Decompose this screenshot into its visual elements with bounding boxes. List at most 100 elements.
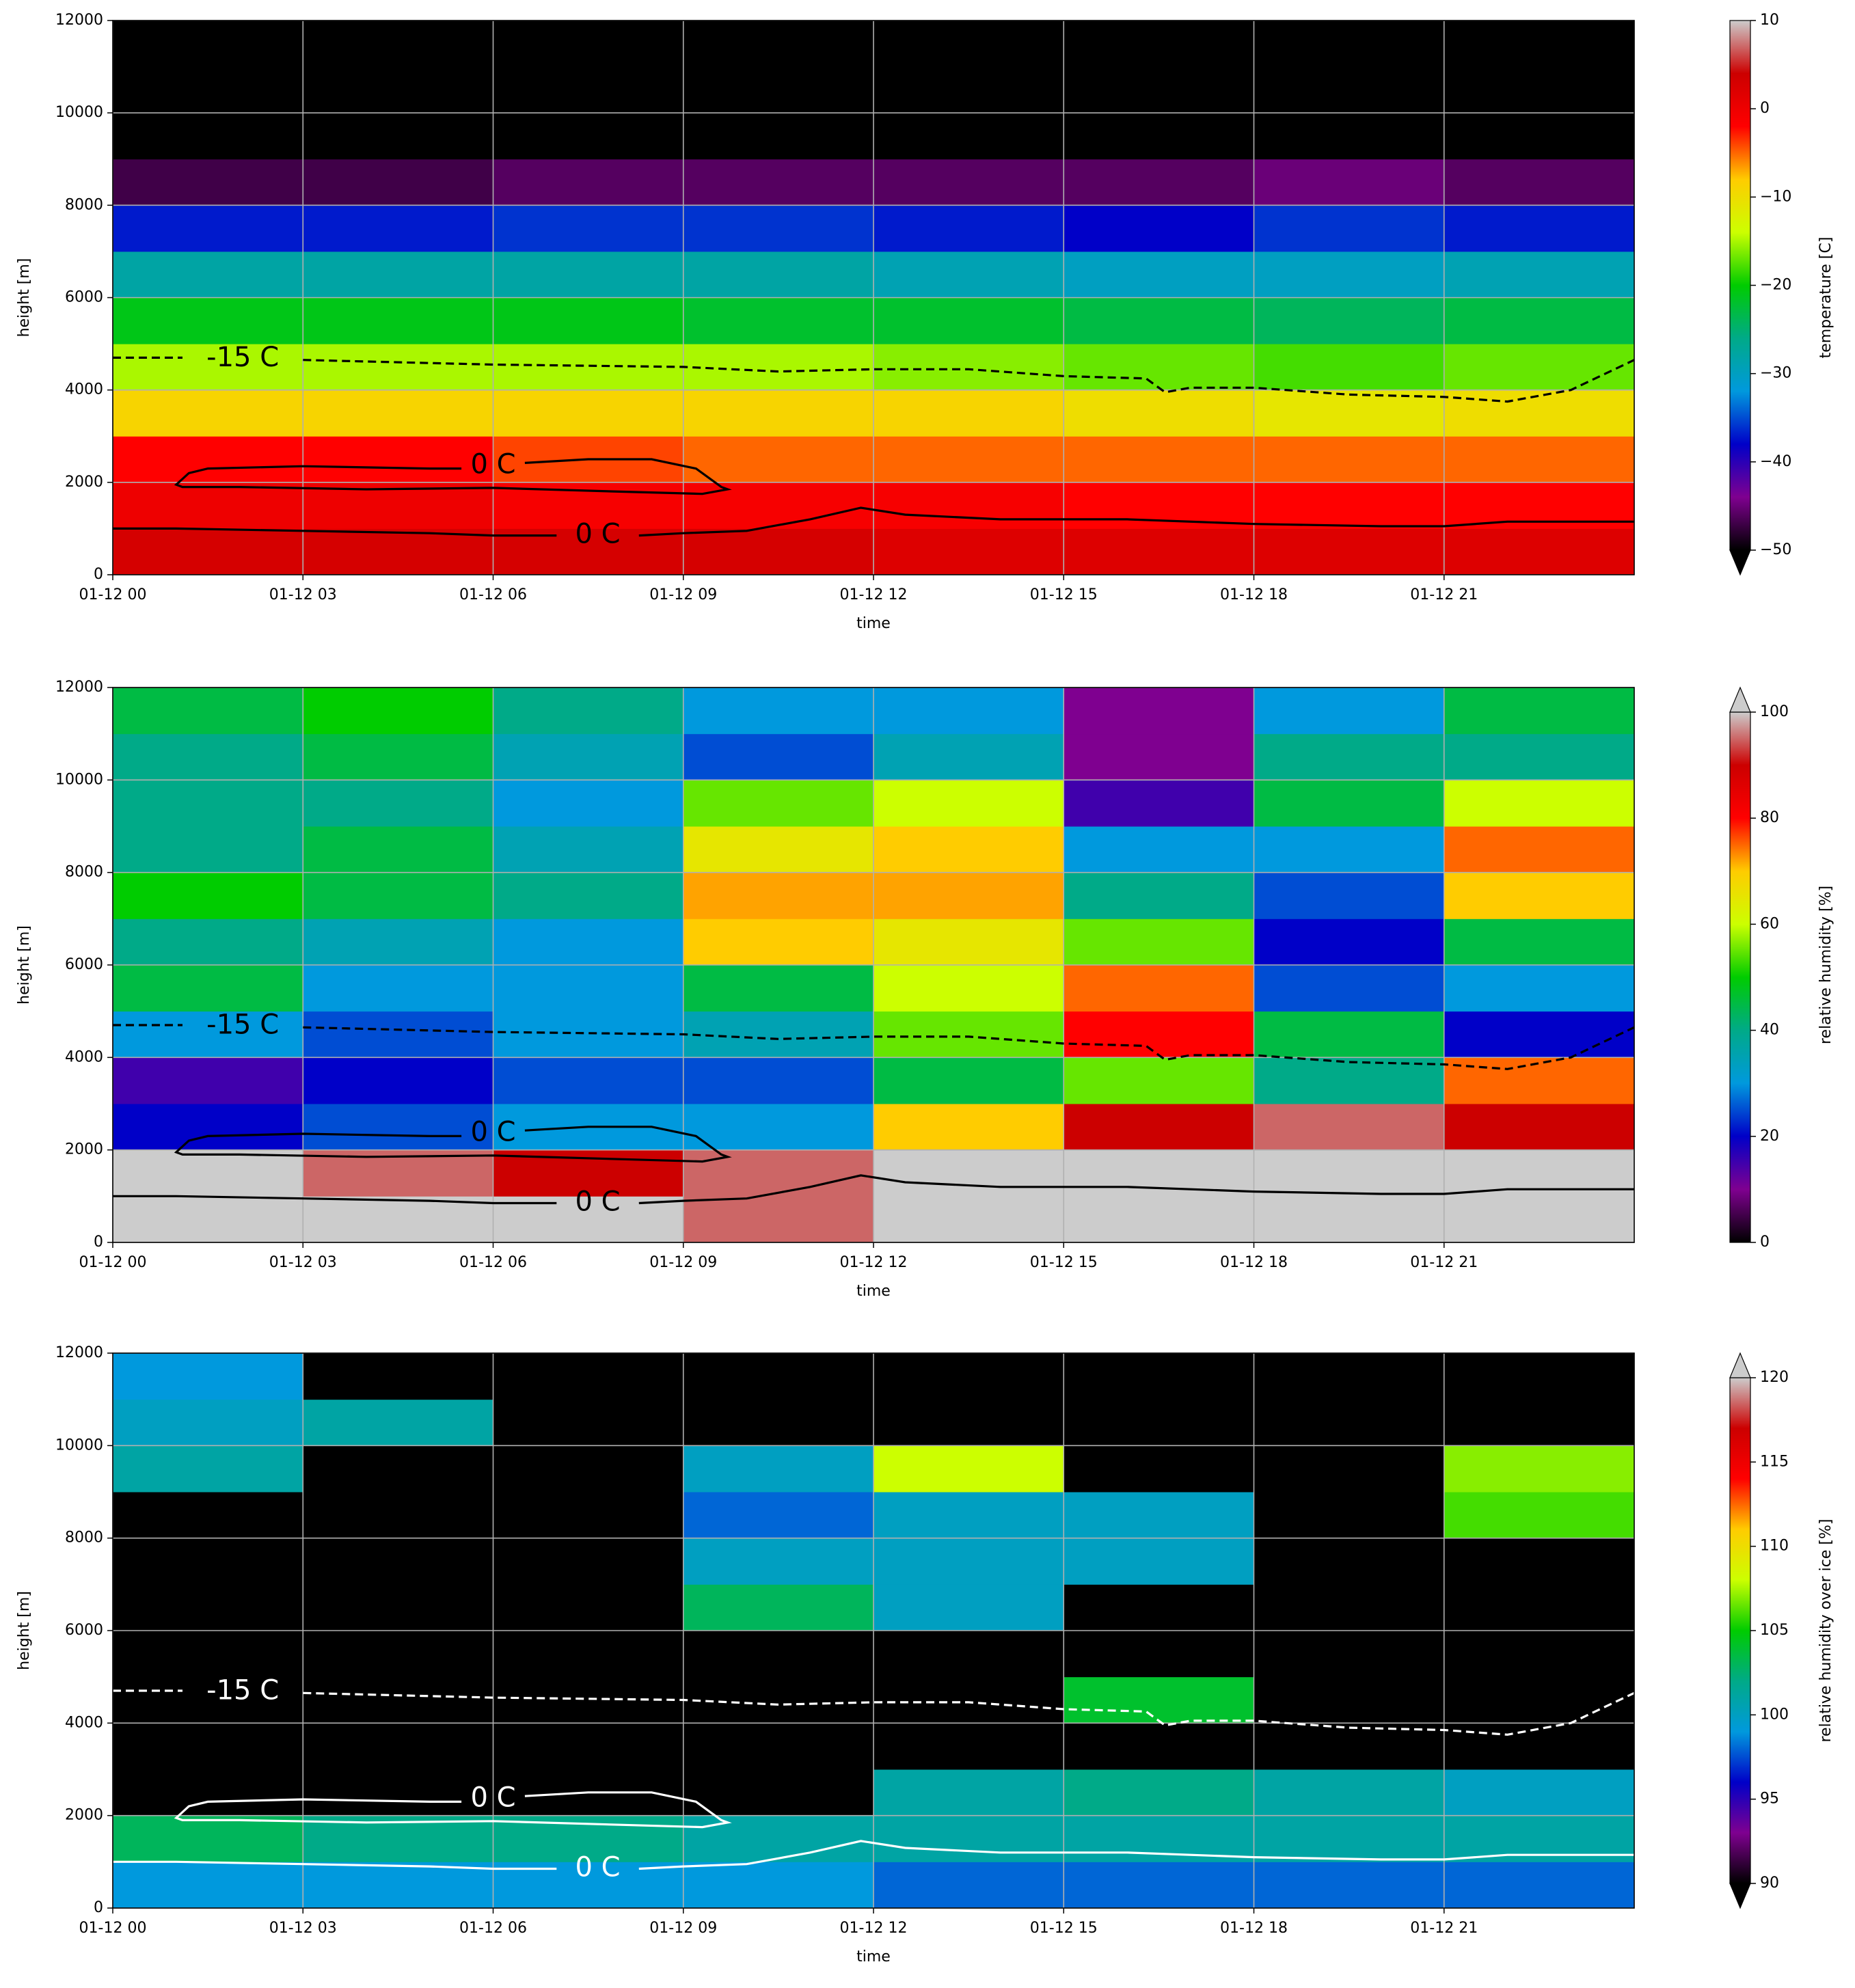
heatmap-cell xyxy=(683,21,874,68)
heatmap-cell xyxy=(493,780,684,827)
y-tick-label: 12000 xyxy=(55,12,103,29)
heatmap-cell xyxy=(1444,1104,1635,1151)
heatmap-cell xyxy=(1064,1057,1254,1104)
heatmap-cell xyxy=(1064,1769,1254,1816)
heatmap-cell xyxy=(1444,1196,1635,1243)
heatmap-cell xyxy=(113,733,303,780)
x-tick-label: 01-12 15 xyxy=(1030,586,1098,603)
contour-line xyxy=(113,1689,1635,1736)
heatmap-cell xyxy=(874,687,1064,735)
heatmap-cell xyxy=(493,1631,684,1678)
y-tick-label: 4000 xyxy=(65,1714,103,1731)
heatmap-cell xyxy=(683,1631,874,1678)
heatmap-cell xyxy=(683,780,874,827)
heatmap-cell xyxy=(874,251,1064,298)
x-tick-label: 01-12 06 xyxy=(459,1920,527,1937)
y-tick-label: 8000 xyxy=(65,196,103,213)
x-tick-label: 01-12 18 xyxy=(1220,1254,1288,1271)
x-tick-label: 01-12 03 xyxy=(269,586,337,603)
heatmap-cell xyxy=(1444,1445,1635,1493)
y-tick-label: 2000 xyxy=(65,474,103,491)
heatmap-cell xyxy=(303,1538,493,1585)
heatmap-cell xyxy=(874,436,1064,483)
y-tick-label: 2000 xyxy=(65,1141,103,1158)
x-tick-label: 01-12 06 xyxy=(459,1254,527,1271)
heatmap-cell xyxy=(303,66,493,113)
heatmap-cell xyxy=(874,1353,1064,1400)
heatmap-cell xyxy=(1064,1723,1254,1770)
heatmap-cell xyxy=(493,965,684,1012)
heatmap-cell xyxy=(493,344,684,391)
heatmap-cell xyxy=(1444,1862,1635,1909)
x-tick-label: 01-12 12 xyxy=(840,1920,908,1937)
heatmap-cell xyxy=(1064,918,1254,966)
colorbar-tick-label: −30 xyxy=(1760,365,1791,382)
colorbar-tick-label: 10 xyxy=(1760,12,1779,29)
heatmap-cell xyxy=(1444,826,1635,873)
heatmap-cell xyxy=(683,1769,874,1816)
colorbar-tick-label: 115 xyxy=(1760,1453,1789,1470)
heatmap-cell xyxy=(1254,918,1445,966)
heatmap-cell xyxy=(1254,159,1445,206)
heatmap-cell xyxy=(874,1149,1064,1197)
heatmap-cell xyxy=(683,965,874,1012)
heatmap-cell xyxy=(303,733,493,780)
heatmap-cell xyxy=(303,1631,493,1678)
heatmap-cell xyxy=(303,344,493,391)
heatmap-cell xyxy=(303,390,493,437)
heatmap-cell xyxy=(493,826,684,873)
y-tick-label: 6000 xyxy=(65,1622,103,1639)
heatmap-cell xyxy=(1064,780,1254,827)
heatmap-cell xyxy=(113,780,303,827)
heatmap-cell xyxy=(113,1196,303,1243)
heatmap-cell xyxy=(493,113,684,160)
x-tick-label: 01-12 15 xyxy=(1030,1920,1098,1937)
heatmap-cell xyxy=(1254,251,1445,298)
heatmap-cell xyxy=(493,159,684,206)
x-tick-label: 01-12 06 xyxy=(459,586,527,603)
heatmap-cell xyxy=(874,1538,1064,1585)
heatmap-cell xyxy=(303,1584,493,1631)
heatmap-cell xyxy=(1064,1445,1254,1493)
contour-label: -15 C xyxy=(206,1009,279,1041)
heatmap-cell xyxy=(1444,159,1635,206)
heatmap-cell xyxy=(874,918,1064,966)
heatmap-cell xyxy=(303,1445,493,1493)
colorbar xyxy=(1729,711,1751,1243)
heatmap-cell xyxy=(1444,436,1635,483)
heatmap-cell xyxy=(1444,297,1635,344)
x-axis-label: time xyxy=(856,1948,891,1965)
colorbar-label: temperature [C] xyxy=(1817,237,1834,359)
heatmap-cell xyxy=(1254,528,1445,575)
heatmap-cell xyxy=(1254,1399,1445,1446)
heatmap-cell xyxy=(683,918,874,966)
heatmap-cell xyxy=(303,1769,493,1816)
colorbar xyxy=(1729,1377,1751,1884)
heatmap-cell xyxy=(113,390,303,437)
heatmap-cell xyxy=(113,1057,303,1104)
colorbar-tick-label: 120 xyxy=(1760,1369,1789,1386)
heatmap-cell xyxy=(1254,297,1445,344)
x-tick-label: 01-12 09 xyxy=(649,1920,717,1937)
heatmap-cell xyxy=(1254,113,1445,160)
heatmap-cell xyxy=(683,113,874,160)
heatmap-cell xyxy=(1064,344,1254,391)
heatmap-cell xyxy=(113,66,303,113)
heatmap-cell xyxy=(1444,1399,1635,1446)
heatmap-cell xyxy=(683,1676,874,1724)
heatmap-cell xyxy=(1064,390,1254,437)
heatmap-cell xyxy=(683,205,874,252)
heatmap-cell xyxy=(493,733,684,780)
x-tick-label: 01-12 12 xyxy=(840,586,908,603)
heatmap-cell xyxy=(874,1492,1064,1539)
y-tick-label: 10000 xyxy=(55,1436,103,1454)
x-tick-label: 01-12 03 xyxy=(269,1920,337,1937)
plot-frame xyxy=(112,687,1635,1243)
heatmap-cell xyxy=(303,482,493,529)
heatmap-cell xyxy=(1254,780,1445,827)
y-tick-label: 0 xyxy=(94,566,103,583)
heatmap-cell xyxy=(874,1011,1064,1058)
y-tick-label: 10000 xyxy=(55,771,103,788)
heatmap-cell xyxy=(493,1399,684,1446)
heatmap-cell xyxy=(1254,1445,1445,1493)
